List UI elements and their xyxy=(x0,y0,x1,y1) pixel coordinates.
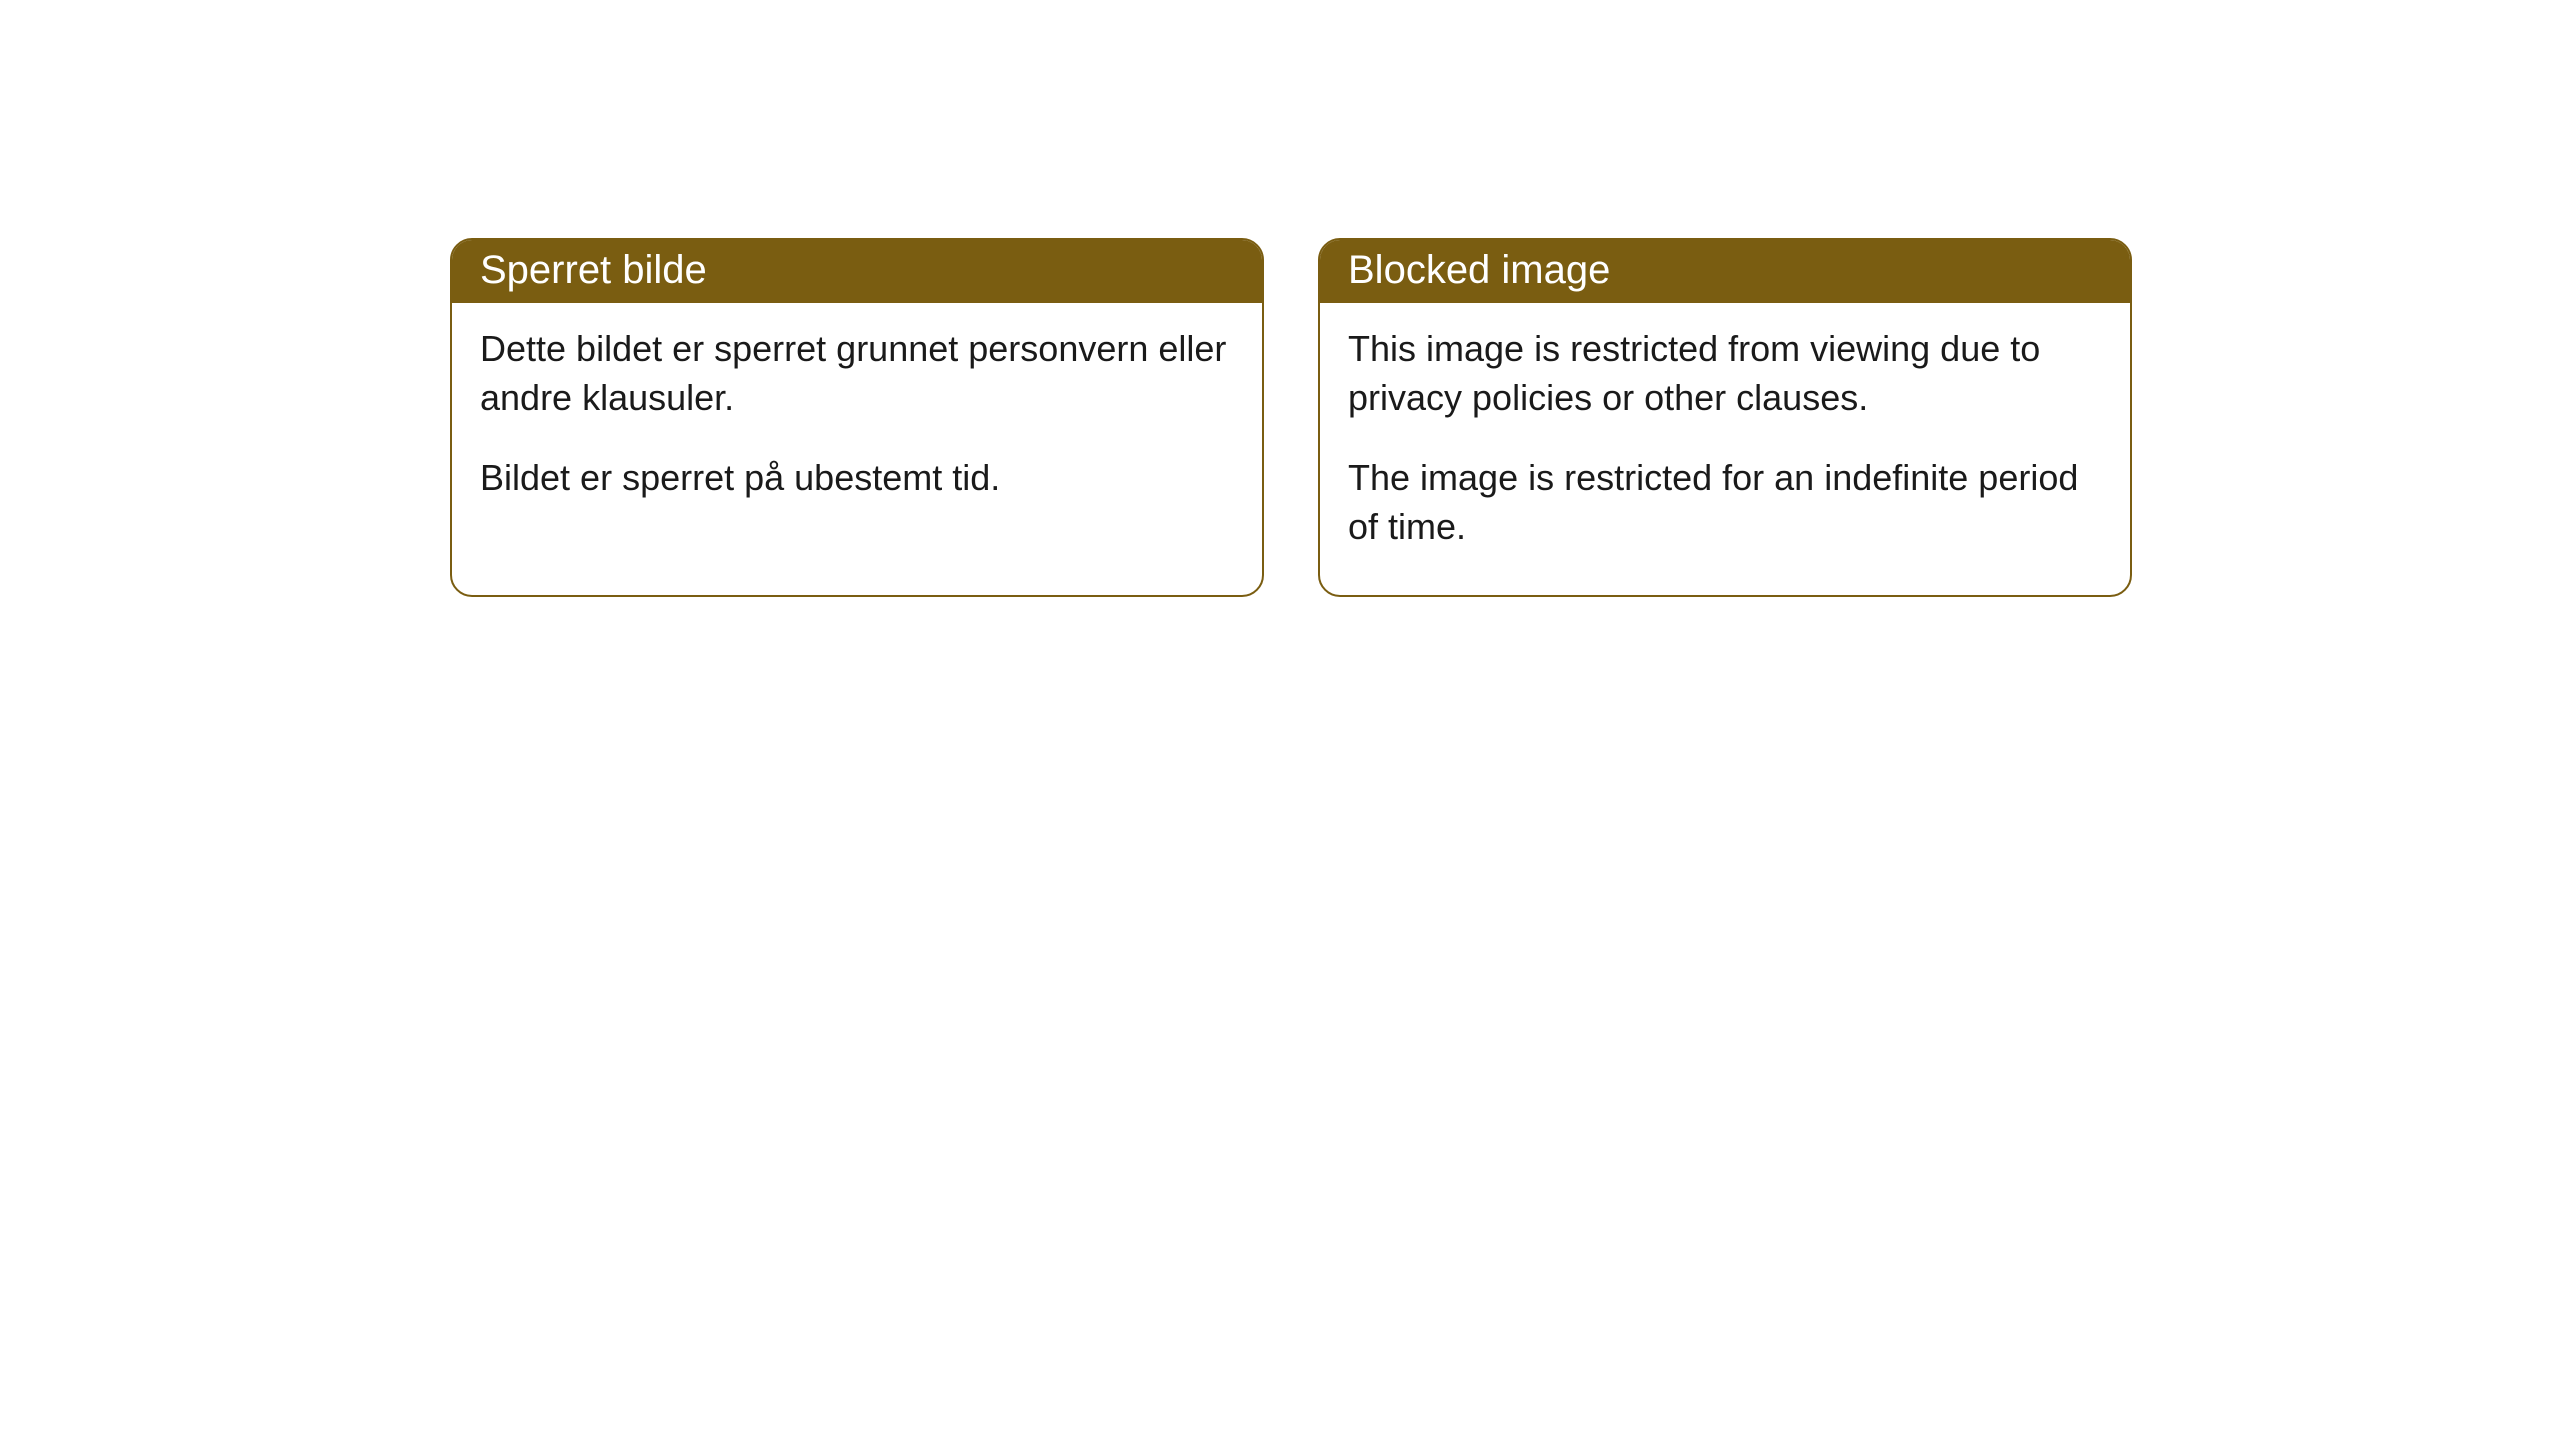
blocked-image-card-no: Sperret bilde Dette bildet er sperret gr… xyxy=(450,238,1264,597)
card-paragraph: This image is restricted from viewing du… xyxy=(1348,325,2102,422)
blocked-image-card-en: Blocked image This image is restricted f… xyxy=(1318,238,2132,597)
card-header-en: Blocked image xyxy=(1320,240,2130,303)
card-paragraph: Dette bildet er sperret grunnet personve… xyxy=(480,325,1234,422)
card-body-en: This image is restricted from viewing du… xyxy=(1320,303,2130,595)
notice-cards-container: Sperret bilde Dette bildet er sperret gr… xyxy=(450,238,2132,597)
card-header-no: Sperret bilde xyxy=(452,240,1262,303)
card-paragraph: The image is restricted for an indefinit… xyxy=(1348,454,2102,551)
card-body-no: Dette bildet er sperret grunnet personve… xyxy=(452,303,1262,547)
card-paragraph: Bildet er sperret på ubestemt tid. xyxy=(480,454,1234,503)
